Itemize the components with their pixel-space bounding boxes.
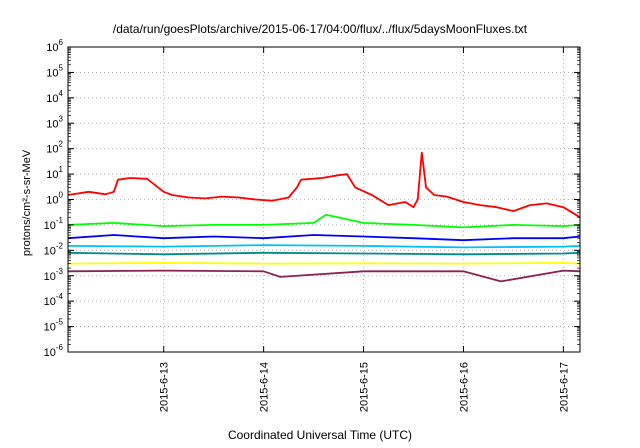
y-tick-label: 101 [46, 165, 63, 181]
axes-layer: 10-6 10-5 10-4 10-3 10-2 10-1 100 101 102 103 104 1… [44, 38, 581, 412]
series-line-2 [67, 213, 581, 229]
y-tick-label: 102 [46, 140, 63, 156]
series-line-7 [67, 269, 581, 283]
x-axis-label: Coordinated Universal Time (UTC) [227, 428, 413, 442]
series-line-4 [67, 244, 581, 249]
series-line-3 [67, 234, 581, 242]
y-tick-label: 100 [46, 191, 63, 207]
series-line-6 [67, 261, 581, 265]
y-tick-label: 10-3 [44, 267, 64, 283]
y-axis-label: protons/cm²-s-sr-MeV [21, 149, 33, 256]
y-tick-label: 103 [46, 114, 63, 130]
y-tick-label: 104 [46, 89, 63, 105]
y-tick-label: 10-5 [44, 318, 64, 334]
y-tick-label: 106 [46, 38, 63, 54]
y-tick-label: 10-1 [44, 216, 64, 232]
series-layer [67, 151, 581, 283]
y-tick-label: 10-2 [44, 241, 64, 257]
chart-title: /data/run/goesPlots/archive/2015-06-17/0… [112, 22, 528, 36]
x-tick-label: 2015-6-14 [259, 362, 271, 412]
y-tick-label: 105 [46, 63, 63, 79]
series-line-5 [67, 251, 581, 256]
y-tick-label: 10-6 [44, 343, 64, 359]
series-line-1 [67, 151, 581, 219]
x-tick-label: 2015-6-15 [359, 362, 371, 412]
x-tick-label: 2015-6-16 [458, 362, 470, 412]
x-tick-label: 2015-6-13 [159, 362, 171, 412]
x-tick-label: 2015-6-17 [558, 362, 570, 412]
grid-layer [68, 47, 580, 352]
y-tick-label: 10-4 [44, 292, 64, 308]
